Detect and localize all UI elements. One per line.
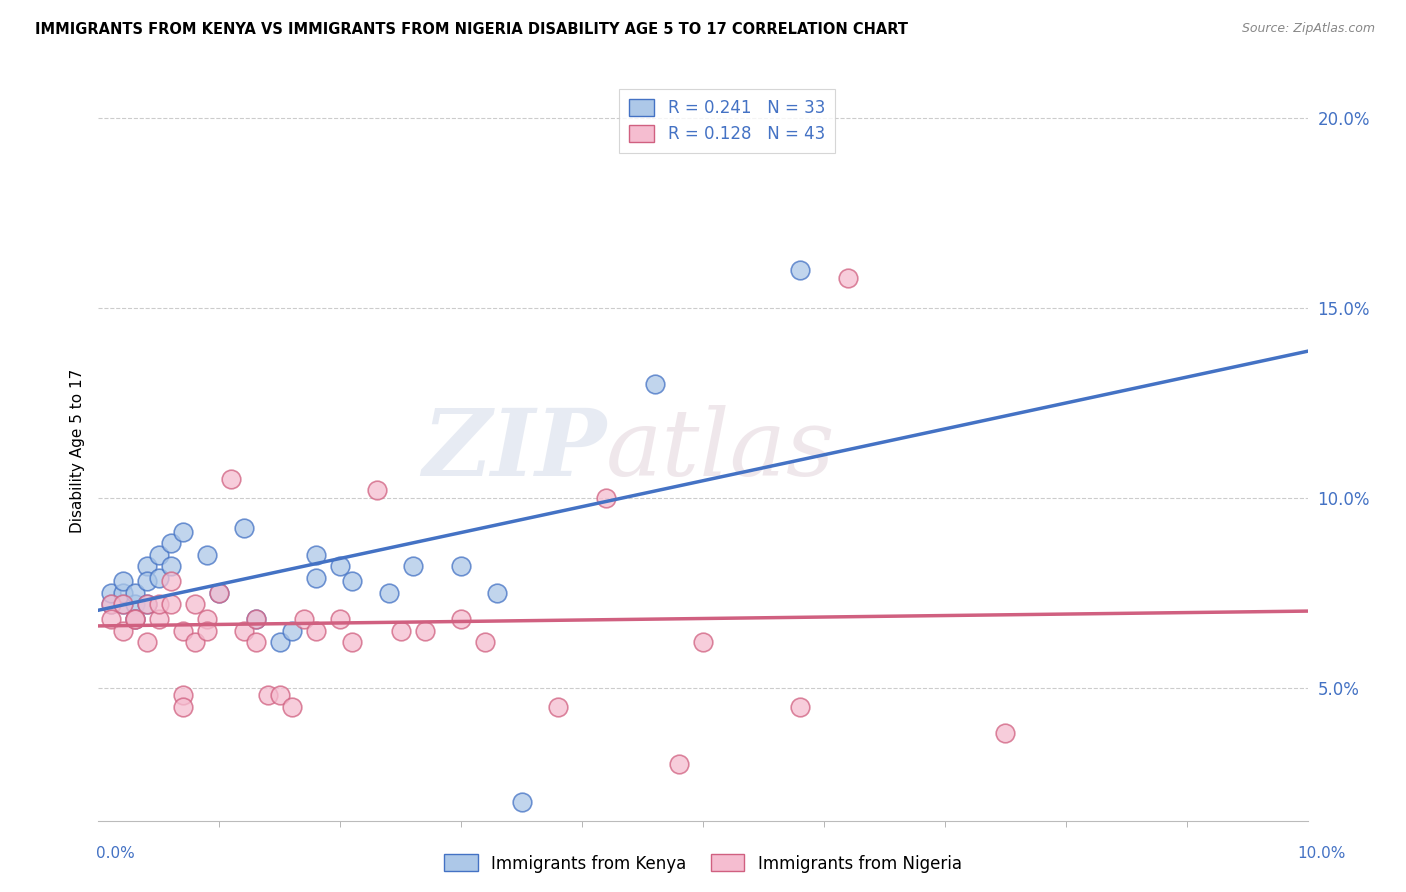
Point <box>305 624 328 638</box>
Point <box>245 635 267 649</box>
Point <box>195 624 218 638</box>
Point <box>692 635 714 649</box>
Point <box>135 597 157 611</box>
Point <box>450 612 472 626</box>
Text: ZIP: ZIP <box>422 406 606 495</box>
Point <box>160 597 183 611</box>
Point <box>100 597 122 611</box>
Point <box>668 756 690 771</box>
Point <box>100 612 122 626</box>
Point <box>184 635 207 649</box>
Point <box>135 559 157 574</box>
Legend: R = 0.241   N = 33, R = 0.128   N = 43: R = 0.241 N = 33, R = 0.128 N = 43 <box>619 88 835 153</box>
Point <box>135 597 157 611</box>
Point <box>305 571 328 585</box>
Point <box>124 586 146 600</box>
Point <box>111 574 134 589</box>
Point <box>389 624 412 638</box>
Text: atlas: atlas <box>606 406 835 495</box>
Point <box>172 624 194 638</box>
Text: 10.0%: 10.0% <box>1298 847 1346 861</box>
Point <box>100 597 122 611</box>
Point <box>172 525 194 540</box>
Point <box>366 483 388 498</box>
Point <box>135 635 157 649</box>
Point <box>245 612 267 626</box>
Point <box>644 377 666 392</box>
Point <box>305 548 328 562</box>
Point <box>184 597 207 611</box>
Point <box>111 597 134 611</box>
Point <box>595 491 617 505</box>
Point <box>789 699 811 714</box>
Point <box>135 574 157 589</box>
Point <box>269 635 291 649</box>
Point <box>245 612 267 626</box>
Point <box>281 699 304 714</box>
Point <box>256 689 278 703</box>
Point <box>221 472 243 486</box>
Point <box>547 699 569 714</box>
Point <box>413 624 436 638</box>
Point <box>148 548 170 562</box>
Point <box>329 559 352 574</box>
Point <box>837 270 859 285</box>
Point <box>100 586 122 600</box>
Point <box>486 586 509 600</box>
Legend: Immigrants from Kenya, Immigrants from Nigeria: Immigrants from Kenya, Immigrants from N… <box>437 847 969 880</box>
Point <box>111 624 134 638</box>
Point <box>342 635 364 649</box>
Point <box>789 263 811 277</box>
Point <box>208 586 231 600</box>
Point <box>160 559 183 574</box>
Point <box>111 597 134 611</box>
Point <box>402 559 425 574</box>
Point <box>377 586 399 600</box>
Text: 0.0%: 0.0% <box>96 847 135 861</box>
Point <box>124 612 146 626</box>
Point <box>292 612 315 626</box>
Point <box>111 586 134 600</box>
Point <box>474 635 496 649</box>
Point <box>994 726 1017 740</box>
Point <box>281 624 304 638</box>
Point <box>232 624 254 638</box>
Point <box>269 689 291 703</box>
Point <box>329 612 352 626</box>
Point <box>160 536 183 550</box>
Point <box>208 586 231 600</box>
Point <box>148 612 170 626</box>
Point <box>124 612 146 626</box>
Point <box>148 571 170 585</box>
Text: IMMIGRANTS FROM KENYA VS IMMIGRANTS FROM NIGERIA DISABILITY AGE 5 TO 17 CORRELAT: IMMIGRANTS FROM KENYA VS IMMIGRANTS FROM… <box>35 22 908 37</box>
Y-axis label: Disability Age 5 to 17: Disability Age 5 to 17 <box>69 368 84 533</box>
Point <box>124 597 146 611</box>
Text: Source: ZipAtlas.com: Source: ZipAtlas.com <box>1241 22 1375 36</box>
Point <box>124 612 146 626</box>
Point <box>195 548 218 562</box>
Point <box>342 574 364 589</box>
Point <box>172 699 194 714</box>
Point <box>172 689 194 703</box>
Point <box>160 574 183 589</box>
Point <box>510 795 533 809</box>
Point <box>148 597 170 611</box>
Point <box>450 559 472 574</box>
Point <box>195 612 218 626</box>
Point <box>232 521 254 535</box>
